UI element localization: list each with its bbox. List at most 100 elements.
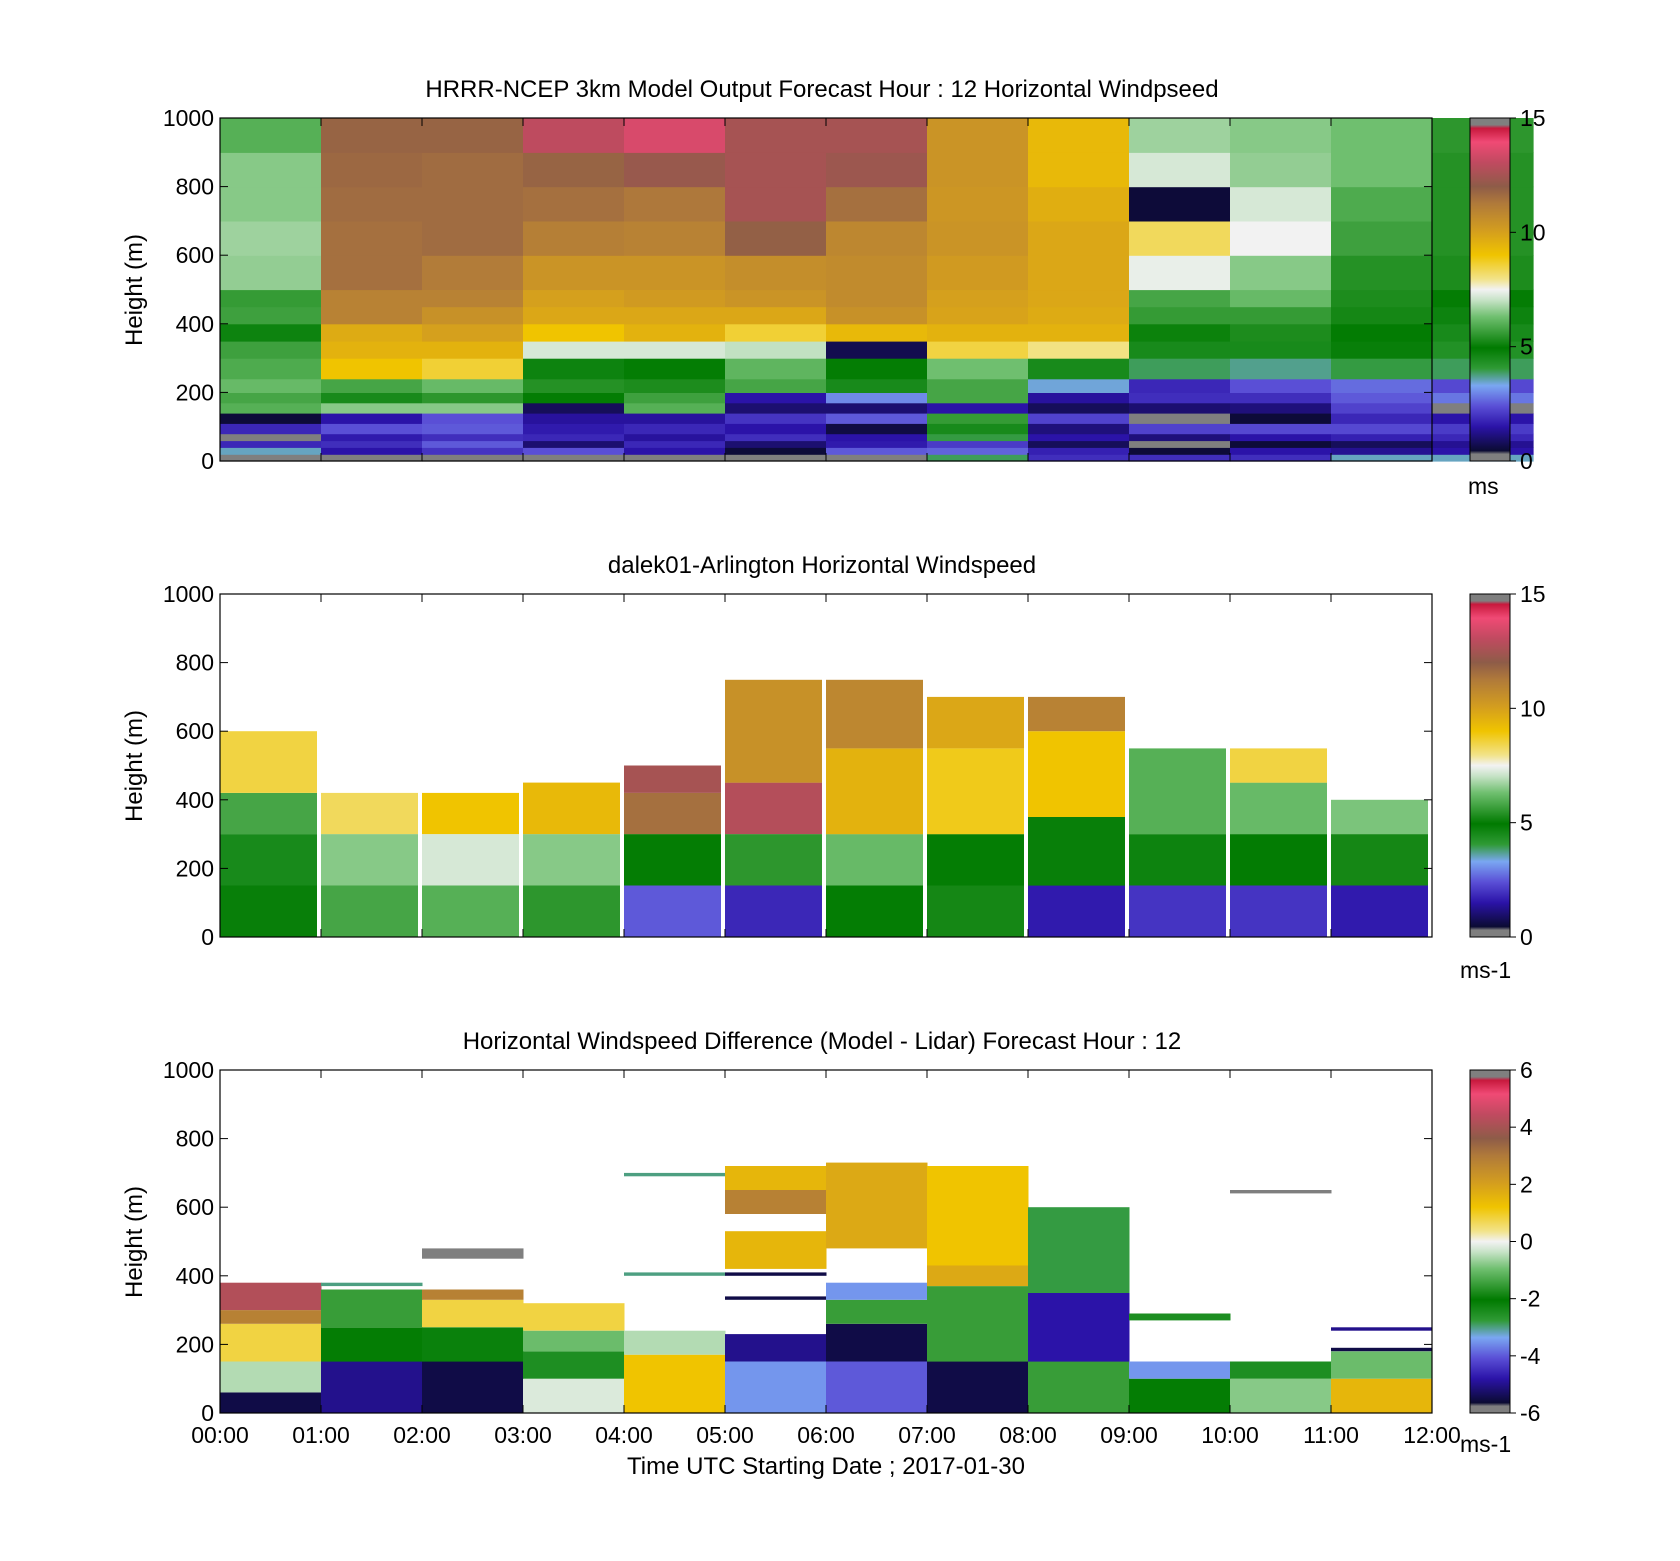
lidar-cell (1028, 696, 1125, 732)
lidar-cell (1230, 834, 1327, 886)
model-cell (1028, 220, 1130, 256)
model-cell (220, 323, 322, 342)
difference-cell (624, 1172, 726, 1177)
model-cell (1331, 433, 1433, 442)
panel-model: HRRR-NCEP 3km Model Output Forecast Hour… (121, 76, 1546, 499)
y-tick-label: 400 (176, 787, 214, 813)
x-tick-label: 01:00 (292, 1422, 350, 1448)
model-cell (826, 220, 928, 256)
model-cell (1331, 220, 1433, 256)
model-cell (1331, 413, 1433, 424)
difference-cell (422, 1361, 524, 1413)
model-cell (220, 447, 322, 455)
model-cell (826, 423, 928, 435)
model-cell (422, 152, 524, 188)
colorbar-tick-label: 0 (1520, 924, 1533, 950)
model-cell (1331, 454, 1433, 462)
model-cell (1129, 378, 1231, 393)
model-cell (624, 392, 726, 404)
panel-difference-heatmap (220, 1162, 1433, 1413)
lidar-cell (927, 834, 1024, 886)
model-cell (1230, 323, 1332, 342)
model-cell (321, 306, 423, 325)
difference-cell (321, 1289, 423, 1328)
lidar-cell (1230, 782, 1327, 835)
model-cell (624, 440, 726, 448)
panel-lidar-colorbar-unit: ms-1 (1460, 957, 1511, 983)
model-cell (321, 358, 423, 380)
model-cell (523, 255, 625, 291)
y-tick-label: 200 (176, 855, 214, 881)
model-cell (321, 454, 423, 462)
lidar-cell (1129, 834, 1226, 886)
colorbar-tick-label: -4 (1520, 1343, 1541, 1369)
panel-lidar-title: dalek01-Arlington Horizontal Windspeed (608, 552, 1036, 579)
model-cell (321, 378, 423, 393)
model-cell (927, 323, 1029, 342)
lidar-cell (523, 834, 620, 886)
model-cell (1331, 392, 1433, 404)
difference-cell (1331, 1378, 1433, 1413)
model-cell (422, 306, 524, 325)
model-cell (927, 402, 1029, 414)
model-cell (1129, 186, 1231, 222)
model-cell (321, 186, 423, 222)
model-cell (826, 433, 928, 442)
model-cell (1129, 152, 1231, 188)
model-cell (1331, 255, 1433, 291)
lidar-cell (826, 748, 923, 835)
model-cell (927, 392, 1029, 404)
model-cell (927, 358, 1029, 380)
model-cell (725, 289, 827, 308)
model-cell (624, 378, 726, 393)
difference-cell (220, 1323, 322, 1362)
model-cell (725, 220, 827, 256)
lidar-cell (624, 792, 721, 835)
model-cell (1331, 289, 1433, 308)
panel-difference-y-label: Height (m) (121, 1186, 148, 1298)
model-cell (321, 340, 423, 359)
model-cell (321, 392, 423, 404)
lidar-cell (725, 885, 822, 937)
y-tick-label: 1000 (163, 105, 214, 131)
model-cell (725, 340, 827, 359)
model-cell (1230, 413, 1332, 424)
x-tick-label: 03:00 (494, 1422, 552, 1448)
model-cell (523, 118, 625, 153)
model-cell (321, 423, 423, 435)
model-cell (624, 413, 726, 424)
model-cell (321, 440, 423, 448)
model-cell (321, 255, 423, 291)
model-cell (826, 454, 928, 462)
model-cell (422, 378, 524, 393)
model-cell (220, 220, 322, 256)
colorbar-tick-label: 0 (1520, 448, 1533, 474)
model-cell (725, 255, 827, 291)
model-cell (1230, 289, 1332, 308)
difference-cell (220, 1392, 322, 1413)
model-cell (422, 440, 524, 448)
model-cell (1230, 402, 1332, 414)
model-cell (422, 255, 524, 291)
difference-cell (927, 1166, 1029, 1266)
panel-difference: Horizontal Windspeed Difference (Model -… (121, 1028, 1541, 1480)
difference-cell (725, 1272, 827, 1276)
x-tick-label: 00:00 (191, 1422, 249, 1448)
model-cell (927, 306, 1029, 325)
y-tick-label: 1000 (163, 581, 214, 607)
model-cell (220, 152, 322, 188)
model-cell (1129, 454, 1231, 462)
model-cell (826, 118, 928, 153)
model-cell (927, 378, 1029, 393)
model-cell (1129, 392, 1231, 404)
model-cell (220, 186, 322, 222)
model-cell (1129, 323, 1231, 342)
model-cell (1028, 402, 1130, 414)
lidar-cell (927, 885, 1024, 937)
difference-cell (1129, 1361, 1231, 1379)
y-tick-label: 400 (176, 1263, 214, 1289)
model-cell (1129, 306, 1231, 325)
model-cell (725, 358, 827, 380)
difference-cell (725, 1190, 827, 1214)
model-cell (1331, 402, 1433, 414)
